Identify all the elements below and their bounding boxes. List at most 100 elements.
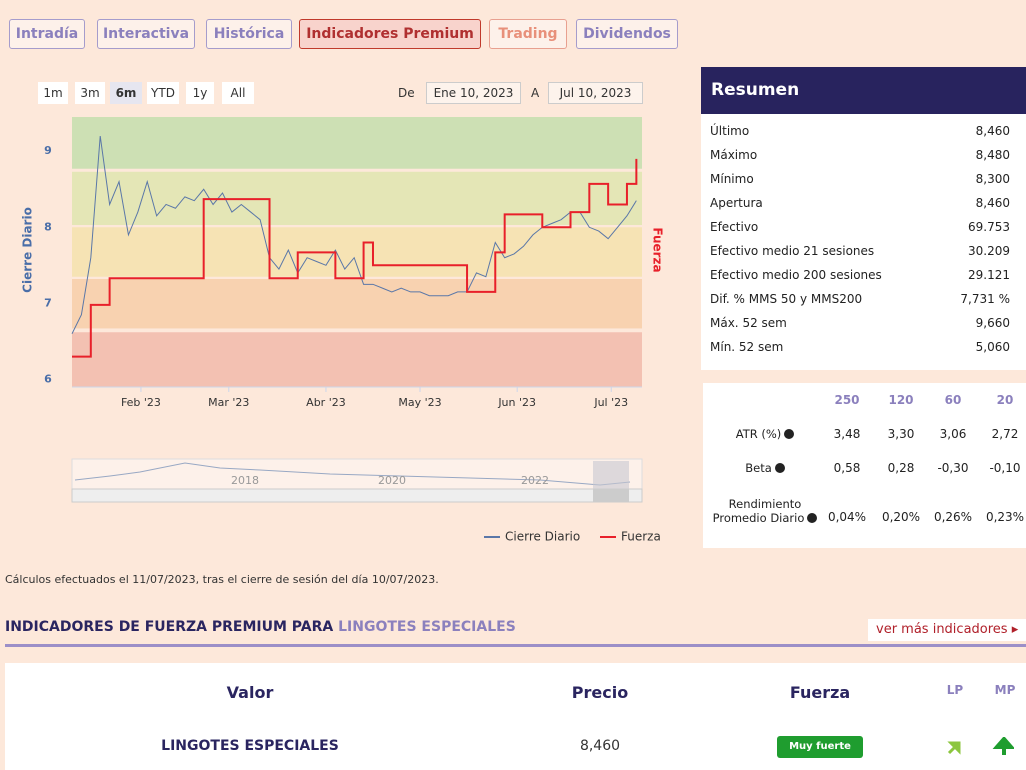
more-link[interactable]: ver más indicadores ▸ [868,619,1026,641]
info-icon[interactable] [784,429,795,439]
navigator-line [74,462,631,486]
summary-value: 29.121 [968,268,1010,282]
summary-panel: Resumen [701,67,1026,370]
table-header: LP [946,683,964,697]
range-button[interactable]: 1m [38,82,68,104]
summary-value: 8,460 [975,196,1010,210]
tab[interactable]: Histórica [206,19,292,49]
summary-label: Efectivo medio 200 sesiones [710,268,882,282]
summary-row: Efectivo 69.753 [710,220,1010,234]
table-header: MP [994,683,1016,697]
stock-name[interactable]: LINGOTES ESPECIALES [161,738,339,754]
to-date[interactable]: Jul 10, 2023 [548,82,643,104]
section-title: INDICADORES DE FUERZA PREMIUM PARA LINGO… [5,619,516,635]
stats-value: 0,20% [881,510,921,524]
summary-label: Máx. 52 sem [710,316,787,330]
summary-row: Máximo 8,480 [710,148,1010,162]
tab[interactable]: Dividendos [576,19,678,49]
zone-band [72,171,642,225]
summary-title: Resumen [701,67,1026,114]
summary-value: 9,660 [975,316,1010,330]
range-button[interactable]: All [222,82,254,104]
x-tick-label: Jul '23 [593,396,628,409]
stats-value: 0,28 [887,461,915,475]
zone-band [72,117,642,169]
info-icon[interactable] [807,513,818,523]
summary-label: Efectivo [710,220,759,234]
section-title-text: INDICADORES DE FUERZA PREMIUM PARA [5,619,334,635]
summary-value: 30.209 [968,244,1010,258]
y-tick-label: 8 [44,220,52,233]
stats-header: 120 [888,393,914,407]
table-header: Valor [226,683,274,702]
stats-value: 0,23% [985,510,1025,524]
stats-label-text: Beta [745,461,772,475]
summary-value: 8,460 [975,124,1010,138]
info-icon[interactable] [774,463,785,473]
stats-label: Beta [712,461,818,475]
summary-value: 5,060 [975,340,1010,354]
stats-value: 3,30 [887,427,915,441]
y-tick-label: 6 [44,372,52,385]
range-button[interactable]: 6m [110,82,142,104]
summary-label: Apertura [710,196,763,210]
summary-row: Apertura 8,460 [710,196,1010,210]
stats-value: -0,10 [989,461,1021,475]
tab[interactable]: Interactiva [97,19,195,49]
y-tick-label: 7 [44,296,52,309]
stats-label: ATR (%) [712,427,818,441]
tab[interactable]: Indicadores Premium [299,19,481,49]
x-tick-label: Abr '23 [306,396,346,409]
stats-label-text: ATR (%) [735,427,782,441]
from-label: De [398,86,415,100]
summary-value: 8,480 [975,148,1010,162]
mp-arrow [992,737,1014,755]
navigator-window[interactable] [593,461,629,489]
range-button[interactable]: 1y [186,82,214,104]
tab[interactable]: Intradía [9,19,85,49]
range-button[interactable]: YTD [147,82,179,104]
stats-value: 3,48 [833,427,861,441]
x-tick-label: Jun '23 [497,396,536,409]
scrollbar[interactable] [71,488,643,503]
navigator-label: 2020 [378,474,406,487]
navigator-label: 2018 [231,474,259,487]
summary-row: Efectivo medio 200 sesiones 29.121 [710,268,1010,282]
trend-icons [947,737,1014,755]
legend-label: Fuerza [621,530,661,544]
range-button[interactable]: 3m [75,82,105,104]
summary-row: Efectivo medio 21 sesiones 30.209 [710,244,1010,258]
stock-price: 8,460 [579,738,621,754]
summary-row: Máx. 52 sem 9,660 [710,316,1010,330]
x-tick-label: Feb '23 [121,396,161,409]
navigator-frame [71,458,643,490]
summary-row: Último 8,460 [710,124,1010,138]
divider [5,644,1026,647]
stats-header: 250 [834,393,860,407]
scrollbar-thumb[interactable] [593,489,629,502]
series-line [72,158,638,358]
strength-badge: Muy fuerte [777,736,863,758]
stats-label-text: Rendimiento Promedio Diario [712,497,805,525]
summary-label: Dif. % MMS 50 y MMS200 [710,292,863,306]
chart: Cierre Diario Fuerza 6 7 8 9 Feb '23 Mar '23 A… [21,117,665,544]
stats-header: 60 [944,393,962,407]
table-header: Precio [571,683,629,702]
summary-label: Último [710,124,750,138]
stats-value: 0,26% [933,510,973,524]
tab[interactable]: Trading [489,19,567,49]
from-date[interactable]: Ene 10, 2023 [426,82,521,104]
stats-value: 2,72 [991,427,1019,441]
section-highlight: LINGOTES ESPECIALES [338,619,516,635]
summary-value: 7,731 % [960,292,1010,306]
summary-row: Mínimo 8,300 [710,172,1010,186]
to-label: A [531,86,540,100]
navigator-label: 2022 [521,474,549,487]
stats-value: 3,06 [939,427,967,441]
more-link-text: ver más indicadores [876,622,1008,637]
lp-arrow [947,741,961,755]
x-tick-label: Mar '23 [208,396,249,409]
table-header: Fuerza [789,683,851,702]
summary-value: 8,300 [975,172,1010,186]
zone-band [72,279,642,329]
